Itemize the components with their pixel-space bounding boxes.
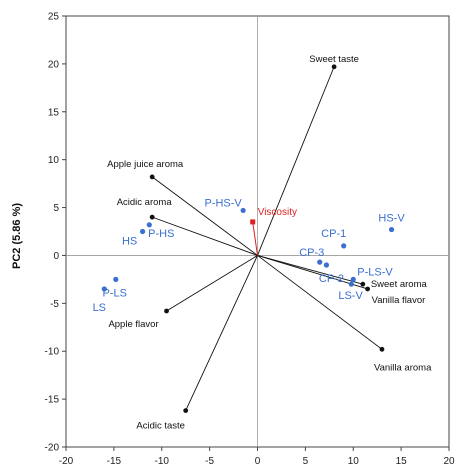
y-tick-label: 0 <box>53 251 59 262</box>
loading-vector <box>185 255 258 411</box>
viscosity-marker <box>250 219 256 225</box>
observation-point <box>388 226 395 233</box>
observation-label: LS-V <box>338 290 363 302</box>
viscosity-vector <box>252 221 258 256</box>
x-tick-label: 20 <box>443 456 455 467</box>
loading-marker <box>149 214 155 220</box>
x-tick-label: -20 <box>59 456 74 467</box>
observation-label: HS-V <box>378 213 405 225</box>
loading-marker <box>365 286 371 292</box>
observation-point <box>146 222 152 228</box>
loading-vector <box>152 216 258 256</box>
observation-label: CP-3 <box>299 247 324 259</box>
y-axis-title: PC2 (5.86 %) <box>11 203 23 269</box>
y-tick-label: 15 <box>48 107 60 118</box>
loading-label: Sweet aroma <box>371 279 428 290</box>
y-tick-label: -5 <box>50 299 59 310</box>
loading-vector <box>151 176 258 256</box>
loading-vector <box>257 255 383 350</box>
loading-marker <box>360 281 366 287</box>
x-tick-label: -15 <box>107 456 122 467</box>
loading-label: Apple juice aroma <box>107 159 184 170</box>
observation-label: CP-1 <box>321 228 346 240</box>
x-tick-label: 5 <box>303 456 309 467</box>
axes-layer: -20 -15 -10 -5 0 5 10 15 20 -20 -15 -10 -5 0 5 10 15 20 25 <box>45 12 455 468</box>
loading-vector <box>257 255 363 285</box>
loading-label: Acidic taste <box>136 421 185 432</box>
y-tick-label: -15 <box>45 395 60 406</box>
observation-label: HS <box>122 236 137 248</box>
loading-marker <box>331 64 337 70</box>
loading-vector <box>257 66 335 256</box>
y-tick-label: -10 <box>45 347 60 358</box>
observation-label: P-LS-V <box>357 266 393 278</box>
loading-marker <box>149 174 155 180</box>
observation-point <box>323 262 330 268</box>
observation-label: P-HS-V <box>204 197 242 209</box>
points-layer <box>101 207 395 292</box>
loading-label: Vanilla flavor <box>372 295 426 306</box>
observation-point <box>113 276 119 282</box>
x-tick-label: -5 <box>205 456 214 467</box>
x-tick-label: 15 <box>396 456 408 467</box>
loading-vector <box>166 255 258 312</box>
observation-label: P-LS <box>103 287 127 299</box>
observation-point <box>317 259 323 265</box>
observation-label: CP-2 <box>319 273 344 285</box>
labels-layer: Sweet taste Apple juice aroma Acidic aroma… <box>93 54 433 432</box>
y-tick-label: 20 <box>48 59 60 70</box>
y-tick-label: 5 <box>53 203 59 214</box>
loading-marker <box>379 346 385 352</box>
x-tick-label: -10 <box>155 456 170 467</box>
loading-label: Vanilla aroma <box>374 362 432 373</box>
loading-marker <box>183 408 189 414</box>
observation-point <box>140 228 146 235</box>
x-tick-label: 0 <box>255 456 261 467</box>
loading-label: Sweet taste <box>309 54 359 65</box>
loading-label: Acidic aroma <box>117 197 173 208</box>
observation-label: LS <box>93 302 106 314</box>
observation-point <box>350 276 356 282</box>
loading-label: Apple flavor <box>108 319 158 330</box>
x-tick-label: 10 <box>348 456 360 467</box>
loading-marker <box>164 308 169 314</box>
observation-point <box>348 281 354 287</box>
viscosity-label: Viscosity <box>258 207 297 218</box>
observation-point <box>240 207 246 214</box>
observation-point <box>101 286 107 292</box>
y-tick-label: -20 <box>45 443 60 454</box>
observation-point <box>341 243 347 249</box>
y-tick-label: 25 <box>48 12 60 23</box>
observation-label: P-HS <box>148 228 174 240</box>
y-tick-label: 10 <box>48 155 60 166</box>
vectors-layer <box>149 64 385 414</box>
